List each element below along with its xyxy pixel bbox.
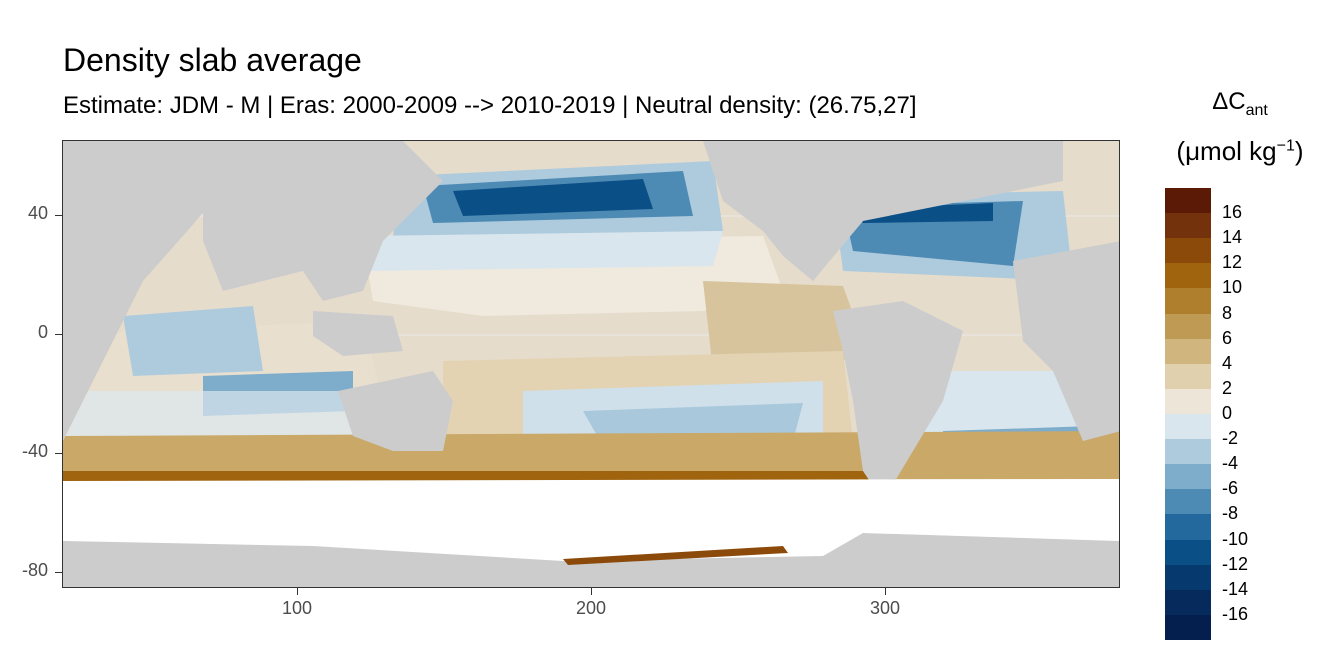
x-tickmark-300 [885, 588, 886, 595]
land-africa-east [1013, 241, 1119, 441]
legend-label: -6 [1222, 478, 1239, 499]
legend-label: 8 [1222, 302, 1233, 323]
indian-ocean-light [63, 391, 393, 441]
legend-swatch [1165, 313, 1211, 339]
legend-label: -2 [1222, 428, 1239, 449]
north-pacific-darkest [453, 179, 653, 216]
no-data-southern-band [63, 479, 1119, 561]
chart-title: Density slab average [63, 42, 362, 78]
land-greenland [883, 141, 983, 181]
legend-title: ΔCant [1212, 88, 1268, 119]
land-south-america [833, 301, 963, 501]
legend-label: -12 [1222, 553, 1249, 574]
legend-swatch [1165, 539, 1211, 565]
legend-swatch [1165, 589, 1211, 615]
legend-label: 6 [1222, 327, 1233, 348]
legend-label: 0 [1222, 403, 1233, 423]
southern-ocean-tan [63, 431, 1119, 479]
indian-ocean-blue [123, 306, 263, 376]
map-panel [62, 140, 1120, 588]
y-tickmark-0 [55, 334, 62, 335]
x-tickmark-200 [591, 588, 592, 595]
land-africa-west [63, 141, 213, 441]
legend-label: -10 [1222, 528, 1249, 549]
legend-swatch [1165, 564, 1211, 590]
x-tick-label: 200 [575, 598, 607, 618]
map-svg [63, 141, 1119, 587]
legend-swatch [1165, 213, 1211, 239]
legend-unit: (μmol kg−1) [1176, 136, 1304, 166]
legend-label: 12 [1222, 252, 1243, 273]
legend-swatch [1165, 263, 1211, 289]
antarctic-shelf-brown [563, 546, 788, 565]
y-tick-label: -40 [21, 441, 48, 461]
legend-swatch [1165, 439, 1211, 465]
legend-label: -8 [1222, 503, 1239, 524]
legend-label: 16 [1222, 202, 1243, 223]
legend-colorbar [1165, 188, 1211, 640]
legend-swatch [1165, 614, 1211, 640]
y-tick-label: -80 [21, 560, 48, 580]
legend-swatch [1165, 464, 1211, 490]
land-asia [203, 141, 443, 301]
legend-swatch [1165, 363, 1211, 389]
y-tickmark-m40 [55, 453, 62, 454]
legend-label: 2 [1222, 377, 1233, 398]
y-tick-label: 40 [27, 203, 48, 223]
y-tickmark-40 [55, 215, 62, 216]
y-tick-label: 0 [37, 322, 48, 342]
chart-subtitle: Estimate: JDM - M | Eras: 2000-2009 --> … [63, 92, 917, 119]
legend-label: 10 [1222, 277, 1243, 298]
x-tickmark-100 [297, 588, 298, 595]
x-tick-label: 300 [869, 598, 901, 618]
x-tick-label: 100 [281, 598, 313, 618]
legend-swatch [1165, 388, 1211, 414]
land-indonesia [313, 311, 403, 356]
legend-swatch [1165, 338, 1211, 364]
legend-swatch [1165, 188, 1211, 214]
legend-label: 14 [1222, 227, 1243, 248]
land-australia [338, 371, 453, 451]
legend-swatch [1165, 514, 1211, 540]
legend-swatch [1165, 413, 1211, 440]
y-tickmark-m80 [55, 572, 62, 573]
legend-label: 4 [1222, 352, 1233, 373]
legend-swatch [1165, 489, 1211, 515]
legend-label: -16 [1222, 603, 1249, 624]
legend-swatch [1165, 238, 1211, 264]
legend-label: -14 [1222, 578, 1249, 599]
north-pacific-light [363, 231, 723, 271]
legend-swatch [1165, 288, 1211, 314]
legend-label: -4 [1222, 453, 1239, 474]
